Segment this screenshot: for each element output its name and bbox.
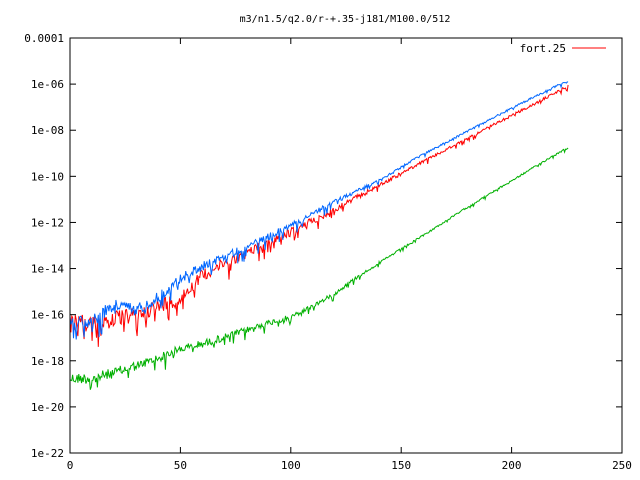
x-tick-label: 150 <box>391 459 411 472</box>
x-tick-label: 50 <box>174 459 187 472</box>
y-tick-label: 1e-06 <box>31 78 64 91</box>
x-tick-label: 250 <box>612 459 632 472</box>
series-layer <box>69 81 569 390</box>
y-tick-label: 1e-12 <box>31 216 64 229</box>
legend: fort.25 <box>520 42 606 55</box>
series-line-0 <box>69 81 569 340</box>
y-tick-label: 1e-16 <box>31 309 64 322</box>
y-tick-label: 1e-10 <box>31 170 64 183</box>
y-tick-label: 1e-08 <box>31 124 64 137</box>
x-tick-label: 0 <box>67 459 74 472</box>
y-tick-label: 1e-18 <box>31 355 64 368</box>
y-tick-label: 1e-22 <box>31 447 64 460</box>
x-tick-label: 100 <box>281 459 301 472</box>
series-line-2 <box>69 147 569 390</box>
plot-frame <box>69 37 623 454</box>
series-line-1 <box>69 84 569 347</box>
y-tick-label: 0.0001 <box>24 32 64 45</box>
y-tick-label: 1e-20 <box>31 401 64 414</box>
chart-title: m3/n1.5/q2.0/r-+.35-j181/M100.0/512 <box>240 14 451 25</box>
y-tick-label: 1e-14 <box>31 263 64 276</box>
x-axis: 0 50 100 150 200 250 <box>67 38 632 472</box>
y-axis: 1e-22 1e-20 1e-18 1e-16 1e-14 1e-12 1e-10 1e-08… <box>24 32 622 460</box>
legend-label-fort25: fort.25 <box>520 42 566 55</box>
x-tick-label: 200 <box>502 459 522 472</box>
